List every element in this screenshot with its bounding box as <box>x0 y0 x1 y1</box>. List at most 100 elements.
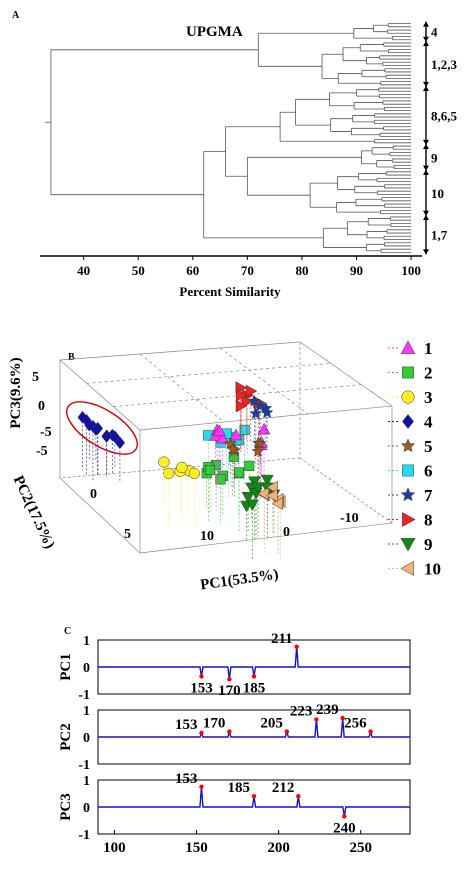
pca-point-group-3 <box>158 456 170 468</box>
pca-point-group-7 <box>260 405 274 419</box>
dendrogram-panel: A UPGMA 4 1,2,3 8,6,5 9 10 1,7 40 50 60 70 80 90 10… <box>0 0 464 310</box>
pca-point-group-4 <box>101 429 112 443</box>
peak-marker <box>342 814 347 819</box>
dendrogram-figure: A UPGMA 4 1,2,3 8,6,5 9 10 1,7 40 50 60 70 80 90 10… <box>12 10 458 299</box>
cluster-bracket-arrow <box>423 169 429 175</box>
dendrogram-branch <box>389 152 412 157</box>
dendrogram-branch <box>378 87 412 92</box>
cluster-label: 1,2,3 <box>431 57 458 72</box>
pca-points <box>66 381 286 560</box>
pca-point-group-3 <box>188 467 200 480</box>
similarity-tick-label: 70 <box>241 263 254 278</box>
legend-label-10: 10 <box>424 560 441 579</box>
dendrogram-branch <box>385 171 412 176</box>
box-edge <box>59 341 301 361</box>
dendrogram-branch <box>336 202 381 213</box>
pca-point-group-9 <box>245 499 259 512</box>
legend-marker-7 <box>400 487 416 502</box>
cluster-bracket-arrow <box>423 86 429 92</box>
dendrogram-branch <box>382 100 412 105</box>
peak-label: 170 <box>218 683 241 699</box>
similarity-tick-label: 60 <box>186 263 199 278</box>
y-tick-label: 0 <box>83 661 90 676</box>
pca-point-group-4 <box>84 418 95 432</box>
pca-point-group-10 <box>266 480 278 494</box>
cluster-brackets: 4 1,2,3 8,6,5 9 10 1,7 <box>423 21 458 255</box>
legend-marker-9 <box>400 538 416 552</box>
pca-point-group-5 <box>226 442 240 455</box>
panel-a-letter: A <box>12 10 20 21</box>
dendrogram-title: UPGMA <box>186 24 243 40</box>
similarity-tick-label: 90 <box>350 263 363 278</box>
legend-marker-10 <box>400 561 414 576</box>
dendrogram-branch <box>354 185 385 194</box>
pca-point-group-9 <box>251 482 265 494</box>
pca-point-group-2 <box>244 460 255 471</box>
dendrogram-branch <box>373 119 412 124</box>
pc2-axis-label: PC2(17.5%) <box>10 473 58 551</box>
dendrogram-tree <box>44 23 412 253</box>
dendrogram-branch <box>309 182 338 208</box>
pca-point-group-9 <box>260 474 274 487</box>
dendrogram-branch <box>361 150 377 165</box>
y-tick-label: -1 <box>78 758 90 773</box>
peak-label: 205 <box>260 716 283 732</box>
pca-point-group-4 <box>109 430 120 444</box>
pca-point-group-4 <box>90 423 102 437</box>
cluster-bracket-arrow <box>423 249 429 255</box>
cluster-bracket-arrow <box>423 40 429 46</box>
pca-legend: 1 2 3 4 5 6 7 8 9 10 <box>388 339 441 579</box>
y-tick-label: 0 <box>83 801 90 816</box>
dendrogram-branch <box>379 132 412 137</box>
dendrogram-branch <box>337 73 381 84</box>
legend-label-4: 4 <box>424 413 433 432</box>
peak-label: 212 <box>272 780 295 796</box>
cluster-label: 4 <box>431 25 438 40</box>
legend-marker-2 <box>402 366 414 379</box>
y-tick-label: 1 <box>83 634 90 649</box>
pca-point-group-9 <box>241 492 255 504</box>
pca-point-group-1 <box>257 422 271 435</box>
dendrogram-branch <box>386 229 412 234</box>
panel-c-letter: C <box>64 626 71 637</box>
dendrogram-branch <box>330 118 353 132</box>
dendrogram-branch <box>384 68 412 73</box>
loading-plots-panel: C 1 0 -1 PC1 153 170 185 211 1 0 -1 PC2 153 170 205 223… <box>0 618 464 864</box>
dendrogram-branch <box>329 92 357 107</box>
dendrogram-branch <box>295 98 331 126</box>
dendrogram-branch <box>383 42 412 47</box>
dendrogram-branch <box>387 29 412 34</box>
dendrogram-branch <box>384 184 412 189</box>
legend-label-5: 5 <box>424 437 433 456</box>
similarity-tick-label: 40 <box>77 263 90 278</box>
cluster-bracket-arrow <box>423 139 429 145</box>
pca-point-group-5 <box>251 444 265 457</box>
peak-label: 211 <box>271 631 293 647</box>
dendrogram-branch <box>50 49 259 196</box>
dendrogram-branch <box>383 235 412 240</box>
x-tick-label: 150 <box>185 840 208 856</box>
pc3-axis-label: PC3(9.6%) <box>8 357 24 428</box>
group-4-outline-ellipse <box>66 401 138 455</box>
box-edge-hidden <box>299 457 393 524</box>
dendrogram-branch <box>382 61 412 66</box>
peak-label: 240 <box>333 820 356 836</box>
dendrogram-branch <box>356 89 380 97</box>
pc2-tick-last: 5 <box>124 527 131 542</box>
pc1-axis-label: PC1(53.5%) <box>199 567 279 594</box>
x-tick-label: 200 <box>267 840 290 856</box>
pca-point-group-4 <box>114 436 126 450</box>
peak-marker <box>314 717 319 722</box>
peak-marker <box>368 729 373 734</box>
cluster-label: 10 <box>431 186 444 201</box>
dendrogram-branch <box>350 127 384 136</box>
similarity-axis: 40 50 60 70 80 90 100 <box>40 255 422 278</box>
panel-b-letter: B <box>68 352 75 363</box>
pca-point-group-3 <box>163 467 175 479</box>
cluster-label: 9 <box>431 150 438 165</box>
dendrogram-branch <box>383 106 412 112</box>
dendrogram-branch <box>387 23 412 28</box>
dendrogram-branch <box>383 126 412 131</box>
legend-marker-1 <box>400 340 416 354</box>
